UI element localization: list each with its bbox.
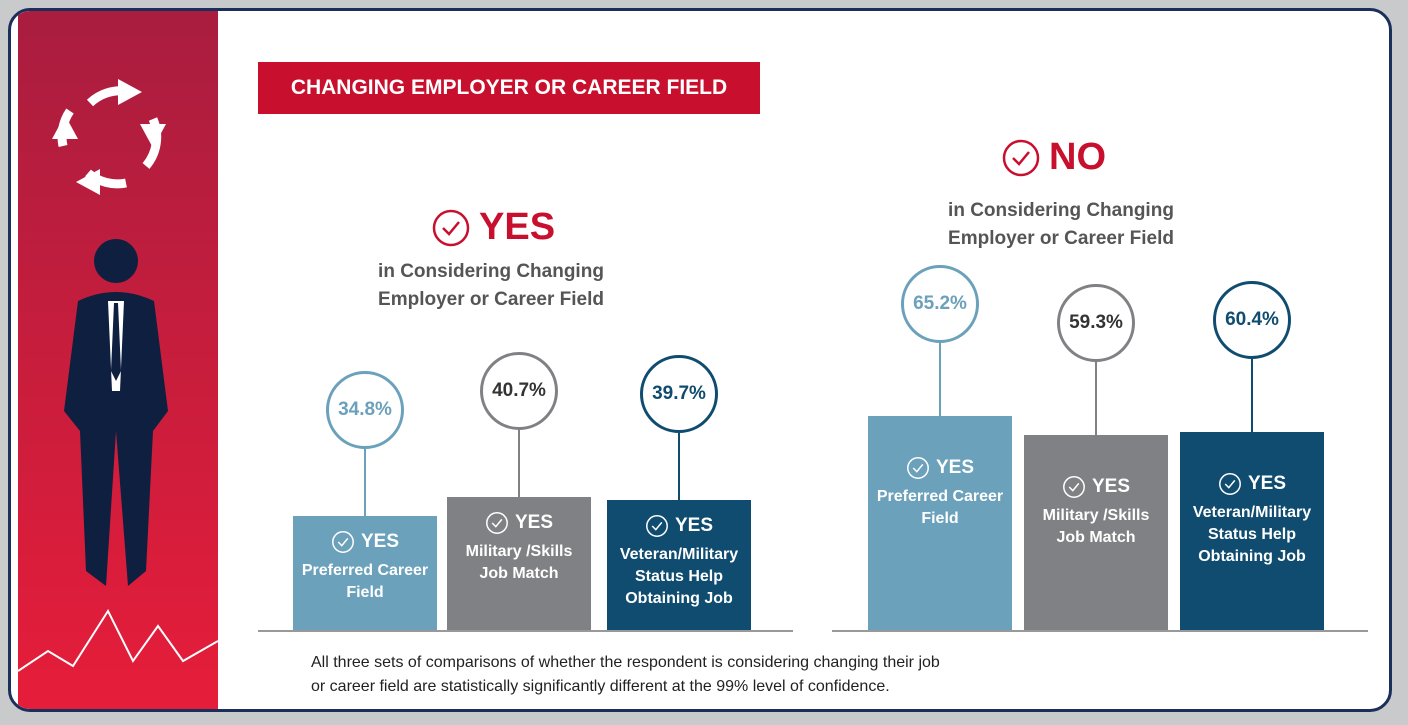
stem [518,429,520,497]
bar-label: YES [293,530,437,554]
side-panel [17,11,219,709]
bar-label-text: YES [1091,476,1131,498]
bar-label: YES [447,511,591,535]
value-label: 39.7% [640,354,718,433]
bar: YES Veteran/Military Status Help Obtainin… [607,499,751,630]
check-icon [432,209,470,246]
title: CHANGING EMPLOYER OR CAREER FIELD [258,62,760,114]
category-label: Preferred Career Field [301,561,429,601]
check-icon [332,530,354,553]
bar-label-text: YES [514,511,554,533]
footnote: All three sets of comparisons of whether… [311,651,1091,699]
stem [939,343,941,417]
category-label: Military /Skills Job Match [1042,507,1150,547]
value-label: 65.2% [901,265,979,344]
value-label: 60.4% [1213,280,1291,359]
value-label: 40.7% [480,351,558,430]
category-label: Veteran/Military Status Help Obtaining J… [1192,503,1312,565]
subtitle-line: Employer or Career Field [948,228,1174,249]
bar-label: YES [868,456,1012,480]
group-heading: NO [1001,136,1106,179]
subtitle-line: Employer or Career Field [378,289,604,310]
bar: YES Veteran/Military Status Help Obtainin… [1180,431,1324,630]
group-heading: YES [431,206,555,249]
bar: YES Preferred Career Field [868,416,1012,630]
check-icon [1002,139,1040,176]
stem [678,432,680,500]
category-label: Veteran/Military Status Help Obtaining J… [619,545,739,607]
check-icon [646,514,668,537]
bar-label-text: YES [1247,472,1287,494]
footnote-line: or career field are statistically signif… [311,678,890,695]
stem [1251,358,1253,432]
bar-label-text: YES [935,457,975,479]
subtitle-line: in Considering Changing [378,261,604,282]
footnote-line: All three sets of comparisons of whether… [311,654,940,671]
value-label: 34.8% [326,370,404,449]
value-label: 59.3% [1057,284,1135,363]
check-icon [1219,472,1241,495]
category-label: Preferred Career Field [876,488,1004,528]
baseline [832,630,1368,632]
card: CHANGING EMPLOYER OR CAREER FIELD All th… [8,8,1392,712]
heading-text: NO [1049,136,1106,178]
decoration [17,79,219,672]
check-icon [1063,476,1085,499]
check-icon [907,457,929,480]
bar: YES Military /Skills Job Match [1024,435,1168,630]
bar: YES Preferred Career Field [293,515,437,630]
bar: YES Military /Skills Job Match [447,496,591,630]
bar-label: YES [1180,472,1324,496]
bar-label-text: YES [674,514,714,536]
bar-label: YES [607,514,751,538]
subtitle: in Considering Changing Employer or Caree… [931,197,1191,253]
category-label: Military /Skills Job Match [465,542,573,582]
check-icon [486,511,508,534]
bar-label-text: YES [360,530,400,552]
stem [1095,362,1097,436]
heading-text: YES [479,206,556,248]
baseline [258,630,793,632]
bar-label: YES [1024,475,1168,499]
stem [364,448,366,516]
subtitle-line: in Considering Changing [948,200,1174,221]
subtitle: in Considering Changing Employer or Caree… [361,258,621,314]
